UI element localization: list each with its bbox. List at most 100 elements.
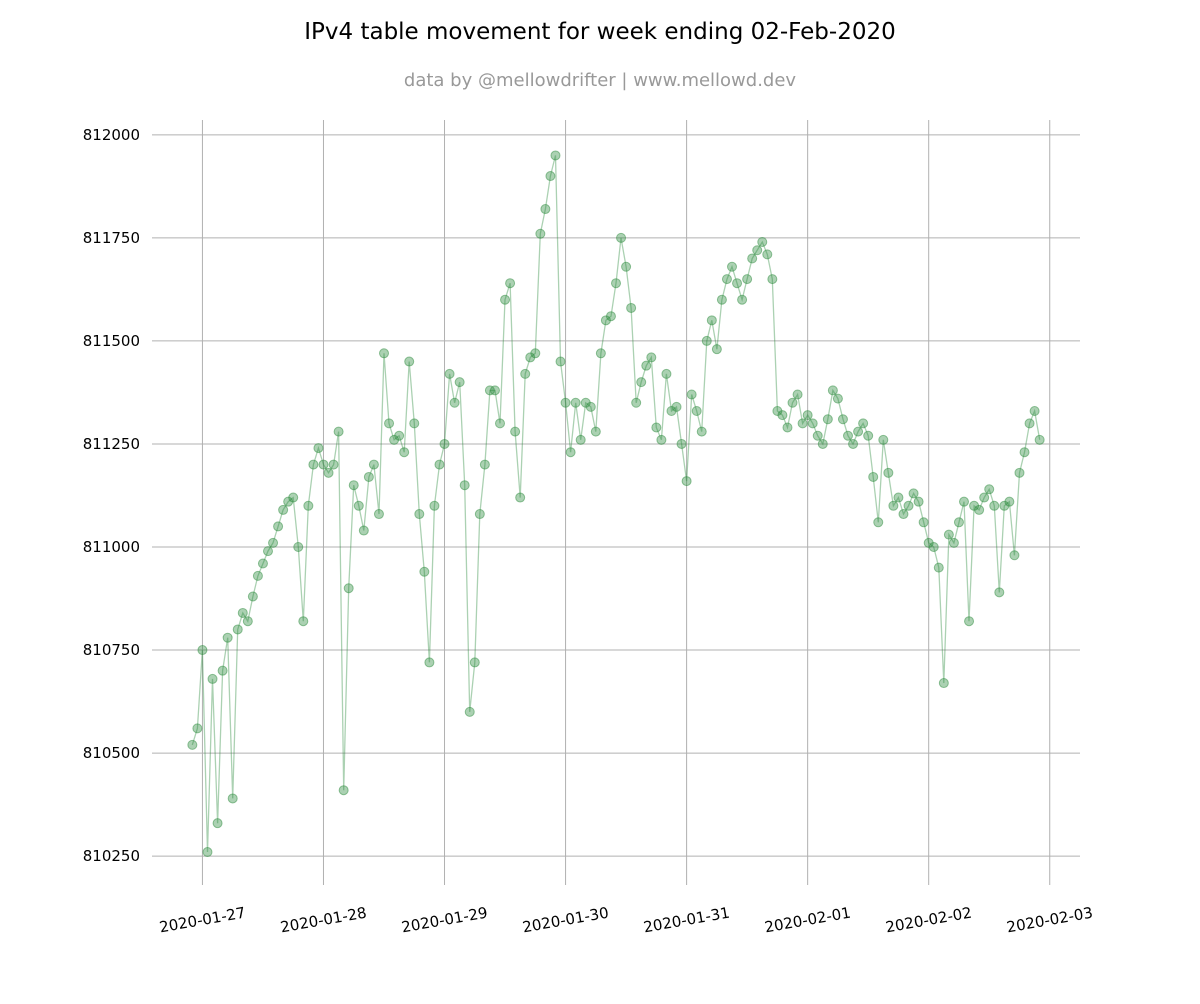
data-point (742, 274, 753, 285)
data-point (247, 591, 258, 602)
x-tick-label: 2020-02-02 (884, 904, 973, 937)
data-point (575, 434, 586, 445)
data-point (187, 739, 198, 750)
y-tick-label: 811250 (83, 435, 140, 453)
data-point (631, 397, 642, 408)
data-point (570, 397, 581, 408)
data-point (943, 529, 954, 540)
data-point (333, 426, 344, 437)
data-point (293, 542, 304, 553)
data-point (273, 521, 284, 532)
data-point (343, 583, 354, 594)
data-point (419, 566, 430, 577)
data-point (913, 496, 924, 507)
data-point (232, 624, 243, 635)
data-point (520, 368, 531, 379)
data-point (938, 678, 949, 689)
data-point (469, 657, 480, 668)
data-point (898, 509, 909, 520)
data-point (676, 438, 687, 449)
data-point (863, 430, 874, 441)
data-point (308, 459, 319, 470)
data-point (767, 274, 778, 285)
data-point (1004, 496, 1015, 507)
x-tick-label: 2020-01-31 (642, 904, 731, 937)
data-point (994, 587, 1005, 598)
data-point (701, 335, 712, 346)
data-point (242, 616, 253, 627)
data-point (560, 397, 571, 408)
data-point (626, 302, 637, 313)
data-point (827, 385, 838, 396)
data-point (671, 401, 682, 412)
data-point (409, 418, 420, 429)
data-point (959, 496, 969, 507)
data-point (207, 673, 218, 684)
data-point (903, 500, 914, 511)
chart-subtitle: data by @mellowdrifter | www.mellowd.dev (404, 70, 797, 91)
data-point (873, 517, 884, 528)
data-point (984, 484, 995, 495)
grid (152, 120, 1080, 885)
data-point (464, 706, 475, 717)
data-point (368, 459, 379, 470)
data-point (807, 418, 818, 429)
data-point (893, 492, 904, 503)
data-point (394, 430, 405, 441)
data-line (191, 155, 1041, 853)
data-point (843, 430, 853, 441)
data-point (641, 360, 652, 371)
data-point (974, 504, 985, 515)
data-point (585, 401, 596, 412)
data-point (540, 204, 551, 215)
data-point (449, 397, 460, 408)
data-point (197, 645, 208, 656)
data-point (792, 389, 803, 400)
data-point (495, 418, 505, 429)
data-point (434, 459, 445, 470)
data-point (681, 476, 692, 487)
data-point (252, 570, 263, 581)
data-point (621, 261, 632, 272)
data-point (732, 278, 743, 289)
data-point (288, 492, 299, 503)
data-point (444, 368, 455, 379)
data-point (348, 480, 359, 491)
y-tick-label: 811750 (83, 229, 140, 247)
data-point (989, 500, 1000, 511)
y-tick-label: 811500 (83, 332, 140, 350)
data-point (948, 537, 959, 548)
data-point (933, 562, 944, 573)
data-point (515, 492, 526, 503)
data-point (696, 426, 707, 437)
y-tick-label: 810750 (83, 641, 140, 659)
data-point (227, 793, 238, 804)
data-point (858, 418, 869, 429)
data-point (212, 818, 223, 829)
data-point (263, 546, 273, 557)
data-point (484, 385, 495, 396)
data-point (404, 356, 415, 367)
data-point (479, 459, 490, 470)
data-point (298, 616, 309, 627)
data-point (338, 785, 349, 796)
data-point (1019, 447, 1030, 458)
y-tick-label: 810500 (83, 744, 140, 762)
data-point (217, 665, 228, 676)
data-point (883, 467, 894, 478)
data-point (323, 467, 334, 478)
data-point (797, 418, 808, 429)
data-point (646, 352, 657, 363)
data-point (908, 488, 919, 499)
x-tick-label: 2020-02-01 (763, 904, 852, 937)
data-point (605, 311, 616, 322)
data-point (812, 430, 823, 441)
data-point (1009, 550, 1020, 561)
data-point (888, 500, 899, 511)
data-point (1024, 418, 1035, 429)
data-point (595, 348, 606, 359)
data-point (762, 249, 773, 260)
data-point (661, 368, 672, 379)
